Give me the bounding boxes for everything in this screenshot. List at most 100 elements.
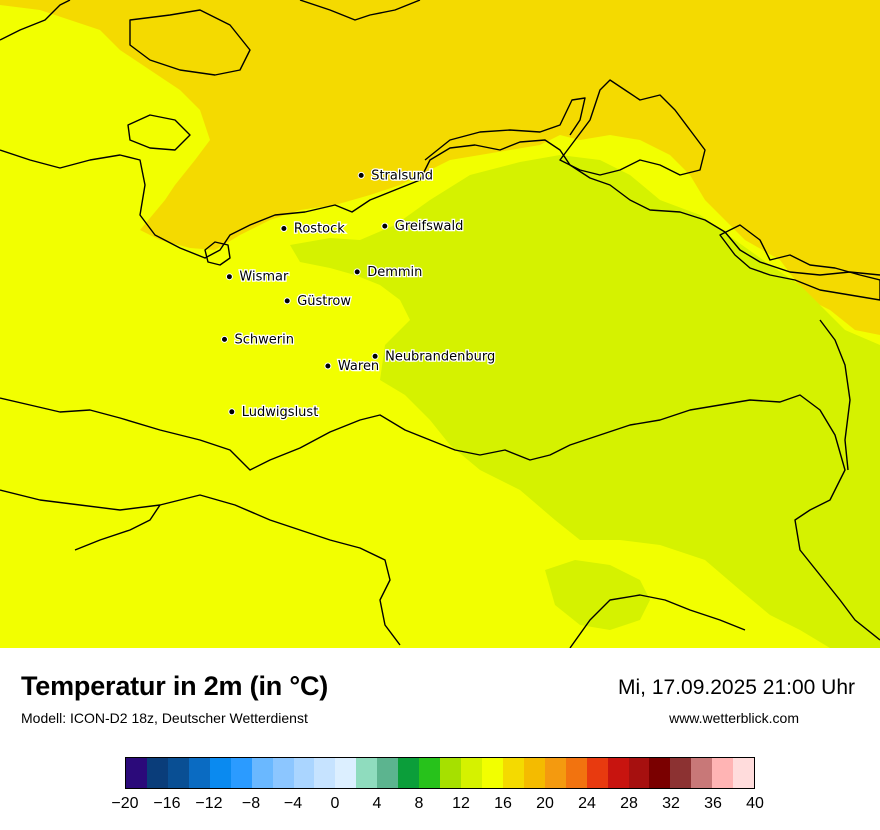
colorbar-tick-label: 32 [662, 795, 680, 812]
colorbar-segment [733, 758, 755, 788]
coastline-fehmarn [127, 114, 191, 151]
colorbar-tick-label: −20 [111, 795, 139, 812]
city-label: Rostock [294, 222, 345, 237]
colorbar-segment [146, 758, 168, 788]
city-dot [353, 268, 361, 276]
colorbar-tick-label: 28 [620, 795, 638, 812]
warm-zone-north [0, 0, 880, 335]
colorbar-segment [398, 758, 420, 788]
city-ludwigslust: Ludwigslust [228, 404, 320, 421]
city-dot [280, 225, 288, 232]
colorbar-segment [251, 758, 273, 788]
colorbar-ticks: −20 −16 −12 −8 −4 0 4 8 12 16 20 24 28 32 36 40 [111, 793, 763, 817]
border-mv-brandenburg [0, 394, 880, 641]
colorbar-segment [523, 758, 545, 788]
city-wismar: Wismar [225, 268, 290, 286]
colorbar-tick-label: −8 [241, 795, 261, 812]
border-south-east [569, 594, 746, 648]
city-label: Ludwigslust [242, 405, 318, 420]
colorbar-segment [126, 758, 147, 788]
city-dot [324, 362, 332, 370]
city-neubrandenburg: Neubrandenburg [371, 348, 496, 366]
city-güstrow: Güstrow [283, 293, 353, 310]
colorbar-segment [481, 758, 503, 788]
website-url: www.wetterblick.com [669, 710, 799, 726]
city-stralsund: Stralsund [357, 167, 434, 185]
coastline-ruegen [559, 79, 706, 176]
colorbar-segment [356, 758, 378, 788]
colorbar-segment [272, 758, 294, 788]
colorbar-segment [209, 758, 231, 788]
coastline-usedom [719, 224, 880, 301]
colorbar-segment [377, 758, 399, 788]
colorbar-segment [544, 758, 566, 788]
coastline-mainland [0, 139, 880, 276]
colorbar-tick-label: −12 [195, 795, 223, 812]
city-label: Demmin [367, 265, 422, 280]
colorbar-segment [440, 758, 461, 788]
colorbar-segment [670, 758, 692, 788]
city-waren: Waren [324, 358, 380, 375]
forecast-datetime: Mi, 17.09.2025 21:00 Uhr [618, 676, 855, 699]
colorbar-segment [230, 758, 252, 788]
temperature-map: Stralsund Rostock Greifswald Wismar Demmin Gü… [0, 0, 880, 648]
city-dot [221, 335, 228, 343]
colorbar-segment [565, 758, 587, 788]
map-footer: Temperatur in 2m (in °C) Modell: ICON-D2… [0, 648, 880, 830]
colorbar-tick-label: 24 [578, 795, 596, 812]
city-dot [225, 273, 233, 281]
city-dot [371, 352, 379, 360]
city-rostock: Rostock [280, 220, 347, 238]
colorbar-tick-label: −4 [283, 795, 303, 812]
city-label: Schwerin [235, 332, 294, 347]
colorbar-segment [691, 758, 713, 788]
coastline-island-poel [204, 241, 231, 266]
city-greifswald: Greifswald [381, 218, 465, 235]
cool-zone-south [545, 560, 650, 630]
city-markers: Stralsund Rostock Greifswald Wismar Demmin Gü… [221, 167, 496, 421]
model-source: Modell: ICON-D2 18z, Deutscher Wetterdie… [21, 710, 308, 726]
colorbar-tick-label: 36 [704, 795, 722, 812]
cool-zone-east [290, 155, 880, 648]
city-label: Stralsund [371, 168, 433, 183]
city-label: Wismar [239, 270, 289, 285]
city-schwerin: Schwerin [221, 331, 295, 349]
colorbar-segment [607, 758, 629, 788]
colorbar-tick-label: 16 [494, 795, 512, 812]
map-title: Temperatur in 2m (in °C) [21, 671, 329, 701]
colorbar-segment [167, 758, 189, 788]
colorbar-segment [293, 758, 315, 788]
colorbar-tick-label: 20 [536, 795, 554, 812]
colorbar-segment [628, 758, 650, 788]
city-demmin: Demmin [353, 264, 424, 281]
city-label: Neubrandenburg [385, 349, 495, 364]
coastline-darss [424, 97, 586, 161]
colorbar-tick-label: −16 [153, 795, 181, 812]
colorbar-segment [502, 758, 524, 788]
coastline-holstein [0, 0, 71, 41]
colorbar-segment [335, 758, 357, 788]
border-niedersachsen [74, 504, 161, 551]
colorbar-segment [188, 758, 210, 788]
coastline-denmark-falster [299, 0, 421, 21]
colorbar-tick-label: 8 [414, 795, 424, 812]
colorbar-segment [649, 758, 671, 788]
city-dot [381, 222, 389, 230]
city-label: Greifswald [395, 219, 464, 234]
city-dot [228, 408, 236, 416]
border-mv-poland [819, 319, 851, 471]
colorbar-tick-label: 4 [372, 795, 382, 812]
colorbar-segment [586, 758, 608, 788]
colorbar-segment [712, 758, 734, 788]
city-dot [357, 171, 365, 179]
colorbar-tick-label: 40 [746, 795, 764, 812]
colorbar-tick-label: 0 [330, 795, 340, 812]
city-dot [283, 297, 291, 305]
border-brandenburg-inner [0, 489, 401, 646]
city-label: Waren [338, 359, 379, 374]
temperature-colorbar [125, 757, 755, 789]
city-label: Güstrow [297, 294, 351, 309]
colorbar-segment [314, 758, 336, 788]
colorbar-segment [419, 758, 441, 788]
colorbar-segment [461, 758, 482, 788]
